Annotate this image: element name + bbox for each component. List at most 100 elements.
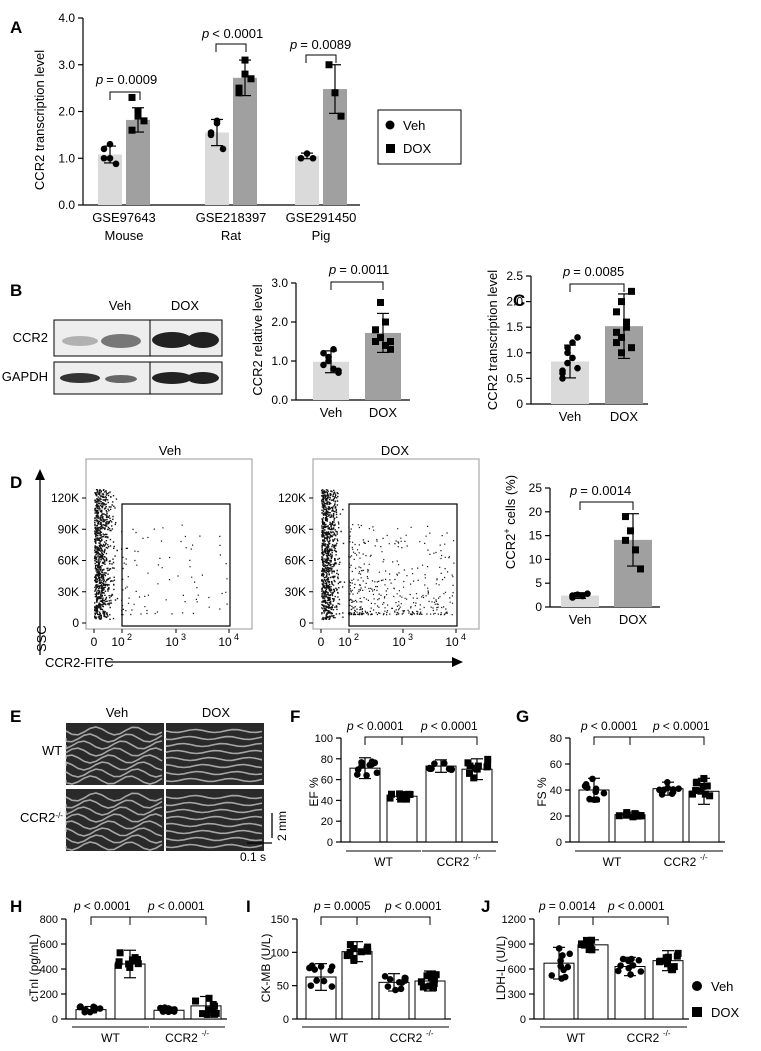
chart-h-point [114, 961, 122, 969]
chart-c-point [564, 359, 571, 367]
chart-f-ytick-label: 20 [321, 816, 333, 828]
chart-g-bracket-2 [629, 736, 705, 745]
chart-b-ytick-label: 0.0 [271, 393, 288, 407]
chart-c-point [564, 349, 571, 357]
chart-a-point [100, 154, 108, 162]
chart-b-xtick-label: DOX [369, 405, 398, 420]
echo-images [65, 723, 264, 851]
chart-c-point [623, 323, 630, 331]
chart-i-point [381, 973, 389, 980]
chart-i-point [350, 944, 358, 952]
panel-label-c: C [513, 291, 525, 310]
chart-g-point [664, 778, 671, 786]
chart-b-ylabel: CCR2 relative level [250, 284, 265, 395]
chart-a-bar-veh [295, 155, 319, 205]
chart-a-bar-dox [233, 77, 257, 205]
chart-b-point [377, 334, 384, 342]
chart-g-point [592, 785, 600, 793]
legend-bottom-veh: Veh [711, 979, 733, 994]
chart-f-point [445, 765, 453, 773]
chart-i-point [432, 971, 440, 979]
chart-a-point [241, 56, 249, 64]
chart-g-point [600, 789, 608, 797]
chart-f-point [368, 758, 376, 765]
chart-a-point [112, 160, 120, 168]
chart-a-point [106, 154, 114, 162]
chart-h-ylabel: cTnI (pg/mL) [27, 934, 41, 1002]
chart-g-bar [652, 788, 684, 843]
chart-f-point [386, 794, 394, 802]
flowDox-xtick-exp: 4 [461, 632, 466, 642]
chart-f-bar [425, 765, 457, 843]
chart-b-point [377, 299, 384, 306]
chart-j-point [670, 963, 678, 971]
chart-j-point [578, 940, 586, 948]
legend-a-circle-icon [385, 120, 395, 130]
chart-d-bracket [579, 501, 634, 510]
chart-c-point [613, 339, 620, 347]
flowDox-ytick-label: 0 [299, 616, 306, 630]
chart-g-ko-label: CCR2 [664, 855, 697, 869]
chart-c-ytick-label: 1.0 [506, 346, 523, 360]
chart-h-point [96, 1005, 104, 1012]
blot-header-veh: Veh [109, 298, 131, 313]
chart-g-point [658, 791, 666, 798]
chart-f-ko-label: CCR2 [437, 855, 470, 869]
chart-g-point [593, 796, 601, 803]
chart-f-point [428, 765, 435, 772]
echo-trace [165, 794, 263, 849]
chart-b-point [387, 345, 394, 353]
chart-i-bracket-2 [356, 916, 431, 925]
panel-label-a: A [10, 18, 22, 37]
flowDox-ytick-label: 120K [278, 491, 306, 505]
flowDox-frame [312, 458, 480, 630]
chart-f-point [440, 760, 448, 767]
chart-j-ylabel: LDH-L (U/L) [494, 936, 508, 1000]
chart-g-point [669, 786, 677, 793]
chart-d-ytick-label: 15 [529, 529, 543, 543]
chart-i-ytick-label: 0 [283, 1014, 289, 1026]
chart-j-ko-label: CCR2 [627, 1031, 660, 1045]
chart-h-ytick-label: 400 [40, 964, 58, 976]
chart-f-point [396, 790, 404, 798]
chart-i-point [346, 941, 354, 949]
chart-a-point [241, 70, 249, 78]
chart-g-point [632, 811, 640, 819]
blot-header-dox: DOX [171, 298, 200, 313]
band-gapdh-1 [60, 373, 100, 383]
chart-j-ytick-label: 0 [520, 1014, 526, 1026]
chart-j-point [557, 957, 564, 965]
band-gapdh-2 [105, 375, 137, 383]
chart-i-point [346, 948, 354, 956]
chart-f-ytick-label: 80 [321, 754, 333, 766]
chart-c-ytick-label: 2.5 [506, 269, 523, 283]
chart-i-point [392, 986, 399, 994]
chart-g-point [623, 809, 631, 817]
chart-d-point [622, 536, 629, 544]
chart-d-ylabel: CCR2+ cells (%) [502, 475, 518, 569]
chart-i-point [401, 974, 409, 982]
chart-j-ytick-label: 900 [508, 939, 526, 951]
echo-row-wt: WT [42, 743, 62, 758]
flowVeh-gate [121, 503, 231, 627]
chart-j-point [555, 945, 563, 952]
chart-i-ko-label: CCR2 [390, 1031, 423, 1045]
flowDox-events [321, 489, 455, 621]
chart-j-bracket-2 [592, 916, 669, 925]
chart-f-point [431, 760, 438, 768]
flowVeh-ytick-label: 30K [58, 585, 79, 599]
chart-a-xlabel-2: GSE218397 [196, 210, 267, 225]
chart-f-bar [349, 767, 381, 843]
chart-d-point [579, 592, 586, 600]
flow-title-veh: Veh [159, 443, 181, 458]
chart-j-point [664, 953, 672, 961]
chart-f-point [406, 790, 414, 798]
chart-b-ytick-label: 1.0 [271, 354, 288, 368]
chart-g-point [703, 782, 711, 790]
chart-g-point [615, 812, 623, 820]
chart-d-point [627, 527, 634, 535]
chart-a-xlabel-1b: Mouse [104, 228, 143, 243]
band-gapdh-4 [187, 372, 219, 384]
chart-d-ytick-label: 10 [529, 552, 543, 566]
chart-h-point [199, 1010, 207, 1018]
